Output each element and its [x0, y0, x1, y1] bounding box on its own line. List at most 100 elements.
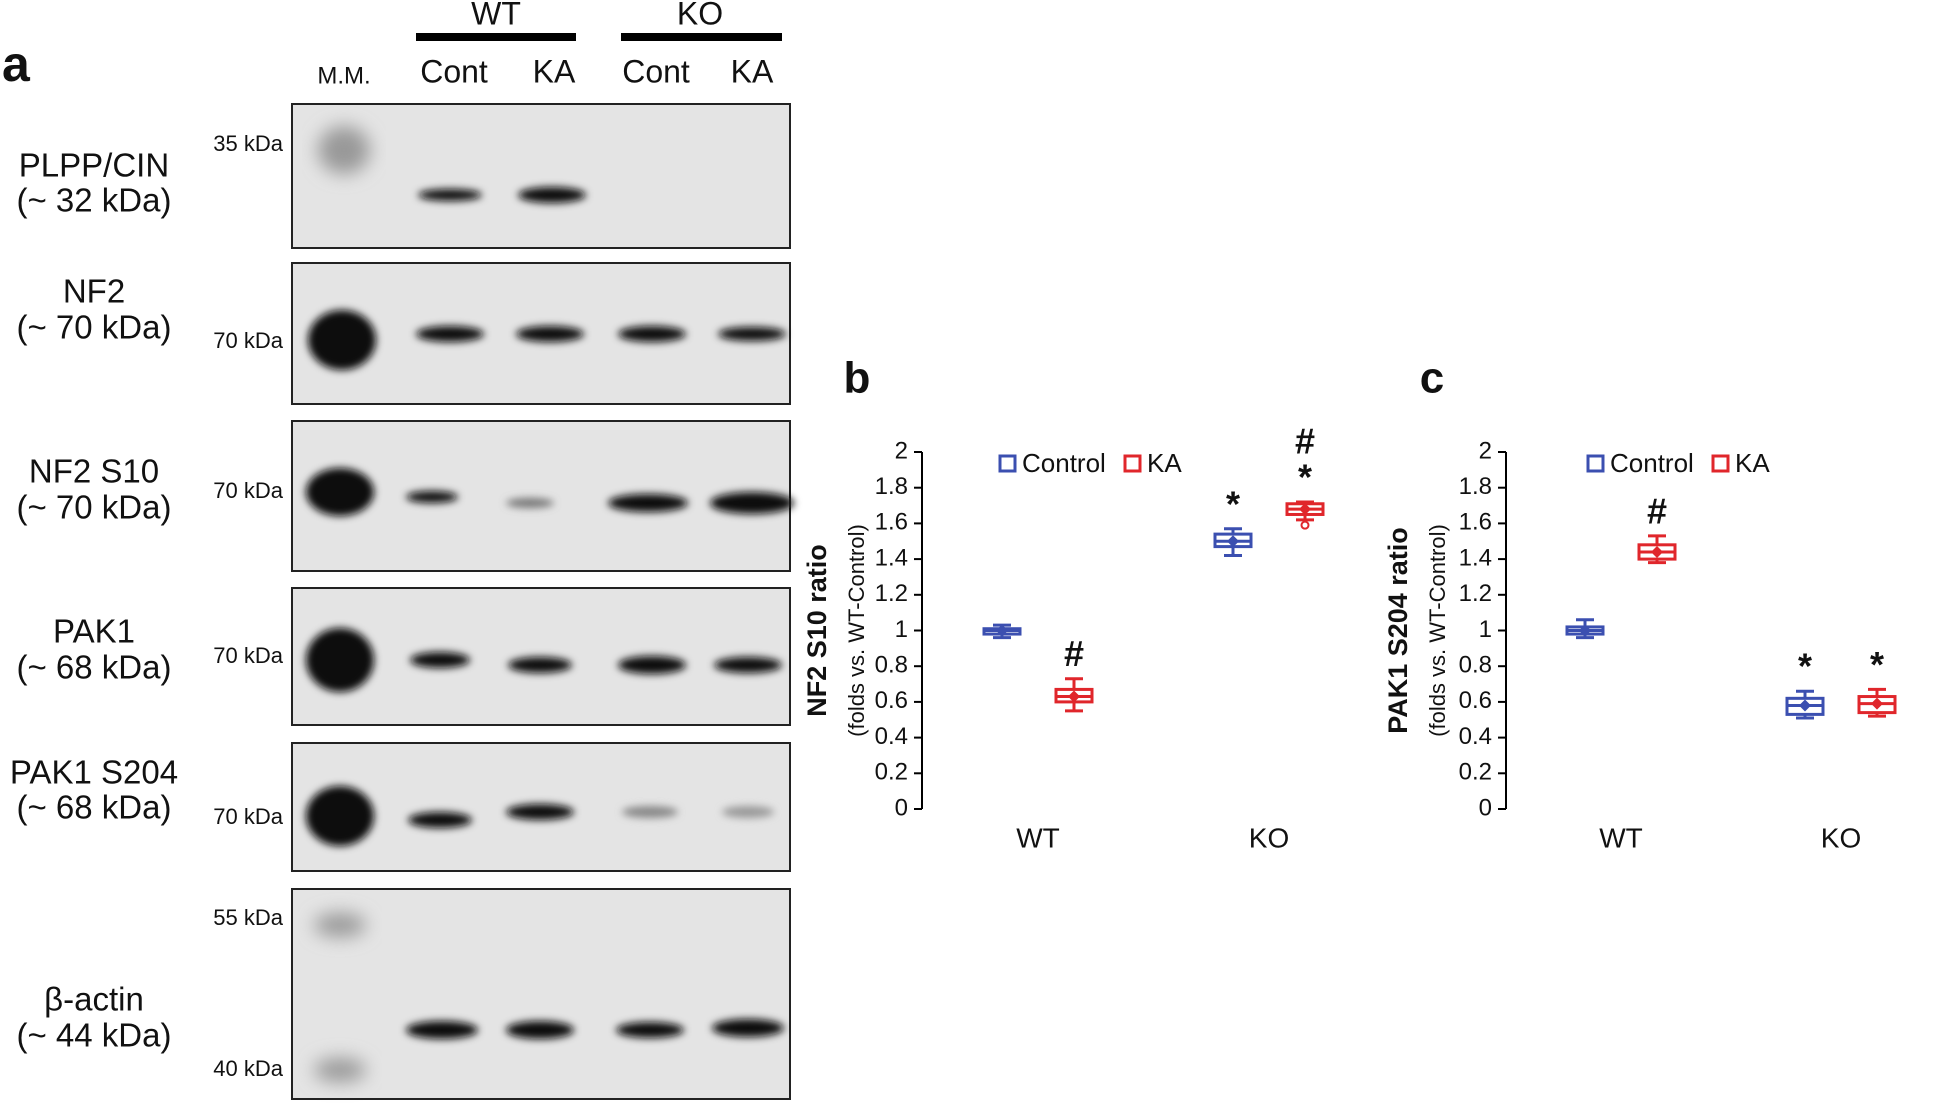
legend-swatch: [998, 454, 1017, 473]
group-bar: [416, 33, 576, 41]
y-tick-label: 0.8: [1459, 652, 1492, 679]
x-tick-label: KO: [1249, 822, 1289, 853]
membrane: [291, 420, 791, 572]
panel-label: c: [1420, 354, 1444, 403]
x-tick-label: WT: [1016, 822, 1060, 853]
box: [1213, 527, 1253, 558]
significance-marker: *: [1298, 456, 1312, 497]
legend-label: KA: [1147, 448, 1182, 478]
group-label: KO: [677, 0, 723, 31]
membrane: [291, 103, 791, 249]
box: [1285, 500, 1325, 530]
box: [1565, 618, 1605, 640]
panel-a: a M.M. Cont KA Cont KA WT KO: [2, 0, 794, 1100]
legend-swatch: [1123, 454, 1142, 473]
legend-label: Control: [1610, 448, 1694, 478]
group-label: WT: [471, 0, 521, 31]
lane-label: M.M.: [317, 62, 370, 89]
protein-name: PLPP/CIN: [19, 147, 169, 184]
size-marker: 35 kDa: [213, 131, 283, 156]
legend-swatch: [1711, 454, 1730, 473]
box: [1785, 689, 1825, 720]
mean-marker: [1227, 535, 1239, 548]
mean-marker: [996, 624, 1008, 637]
significance-marker: *: [1870, 644, 1884, 685]
size-marker: 55 kDa: [213, 905, 283, 930]
size-marker: 70 kDa: [213, 643, 283, 668]
protein-name: PAK1 S204: [10, 754, 178, 791]
panel-label: b: [844, 354, 871, 403]
y-tick-label: 1.6: [875, 509, 908, 536]
mean-marker: [1579, 624, 1591, 637]
y-tick-label: 1.8: [1459, 473, 1492, 500]
outlier: [1300, 520, 1310, 530]
y-tick-label: 0.4: [1459, 723, 1492, 750]
y-tick-label: 1.4: [875, 544, 908, 571]
y-axis-title: NF2 S10 ratio: [802, 544, 832, 717]
y-tick-label: 1.2: [875, 580, 908, 607]
protein-name: PAK1: [53, 613, 135, 650]
significance-marker: #: [1295, 420, 1315, 461]
y-axis-title: PAK1 S204 ratio: [1383, 527, 1413, 734]
y-tick-label: 1.4: [1459, 544, 1492, 571]
protein-name: β-actin: [44, 981, 144, 1018]
y-tick-label: 0: [895, 794, 908, 821]
y-tick-label: 0.2: [1459, 759, 1492, 786]
significance-marker: #: [1064, 633, 1084, 674]
legend-label: Control: [1022, 448, 1106, 478]
lane-label: KA: [533, 53, 576, 89]
protein-size: (~ 68 kDa): [17, 649, 172, 686]
y-tick-label: 1: [1479, 616, 1492, 643]
x-tick-label: WT: [1599, 822, 1643, 853]
y-axis-subtitle: (folds vs. WT-Control): [1425, 524, 1450, 737]
group-bar: [621, 33, 782, 41]
y-tick-label: 2: [1479, 437, 1492, 464]
x-tick-label: KO: [1821, 822, 1861, 853]
protein-size: (~ 70 kDa): [17, 489, 172, 526]
protein-size: (~ 68 kDa): [17, 789, 172, 826]
y-tick-label: 1.6: [1459, 509, 1492, 536]
lane-label: Cont: [420, 53, 488, 89]
size-marker: 40 kDa: [213, 1056, 283, 1081]
protein-size: (~ 32 kDa): [17, 182, 172, 219]
mean-marker: [1299, 503, 1311, 516]
mean-marker: [1068, 690, 1080, 703]
y-tick-label: 1.2: [1459, 580, 1492, 607]
y-tick-label: 1.8: [875, 473, 908, 500]
mean-marker: [1651, 545, 1663, 558]
significance-marker: *: [1798, 646, 1812, 687]
size-marker: 70 kDa: [213, 478, 283, 503]
bands: [306, 126, 794, 1082]
y-axis-subtitle: (folds vs. WT-Control): [844, 524, 869, 737]
y-tick-label: 2: [895, 437, 908, 464]
lane-label: KA: [731, 53, 774, 89]
protein-name: NF2: [63, 273, 125, 310]
size-marker: 70 kDa: [213, 328, 283, 353]
legend-swatch: [1586, 454, 1605, 473]
y-tick-label: 0.4: [875, 723, 908, 750]
panel-label: a: [2, 36, 31, 92]
lane-label: Cont: [622, 53, 690, 89]
protein-name: NF2 S10: [29, 453, 159, 490]
y-tick-label: 0.8: [875, 652, 908, 679]
box: [1054, 677, 1094, 713]
significance-marker: *: [1226, 483, 1240, 524]
y-tick-label: 0.6: [875, 687, 908, 714]
box: [1637, 534, 1677, 565]
box: [982, 623, 1022, 640]
protein-size: (~ 70 kDa): [17, 309, 172, 346]
membrane: [291, 888, 791, 1100]
mean-marker: [1871, 697, 1883, 710]
y-tick-label: 0.2: [875, 759, 908, 786]
mean-marker: [1799, 699, 1811, 712]
membrane: [291, 587, 791, 726]
y-tick-label: 0: [1479, 794, 1492, 821]
size-marker: 70 kDa: [213, 804, 283, 829]
significance-marker: #: [1647, 490, 1667, 531]
box: [1857, 687, 1897, 718]
legend-label: KA: [1735, 448, 1770, 478]
y-tick-label: 1: [895, 616, 908, 643]
protein-size: (~ 44 kDa): [17, 1017, 172, 1054]
y-tick-label: 0.6: [1459, 687, 1492, 714]
